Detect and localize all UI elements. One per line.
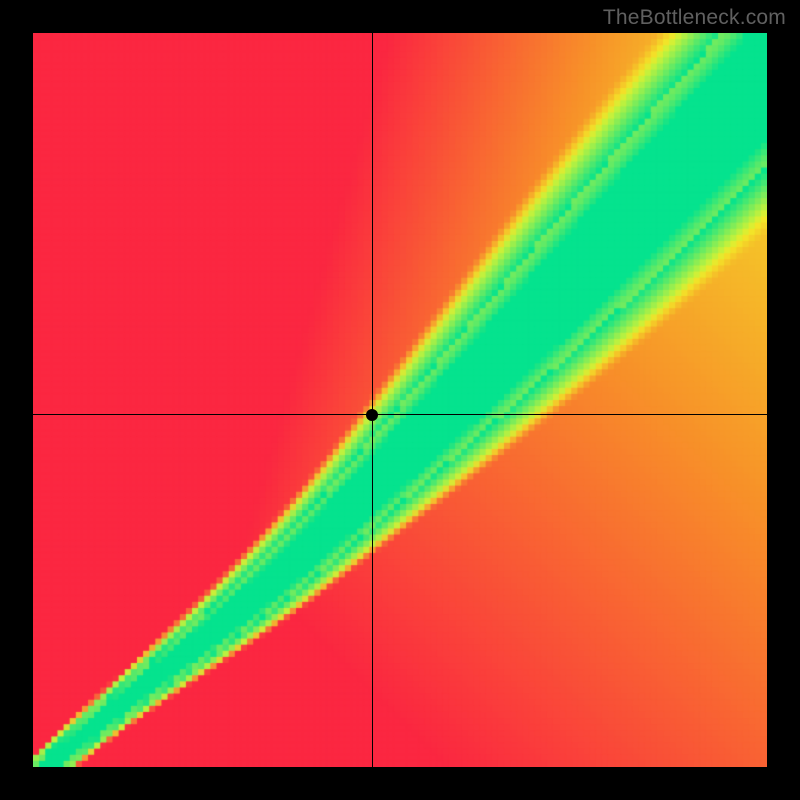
chart-container: TheBottleneck.com [0,0,800,800]
plot-frame [33,33,767,767]
watermark-text: TheBottleneck.com [603,6,786,30]
crosshair-vertical [372,33,373,767]
heatmap-canvas [33,33,767,767]
crosshair-marker [366,409,378,421]
crosshair-horizontal [33,414,767,415]
